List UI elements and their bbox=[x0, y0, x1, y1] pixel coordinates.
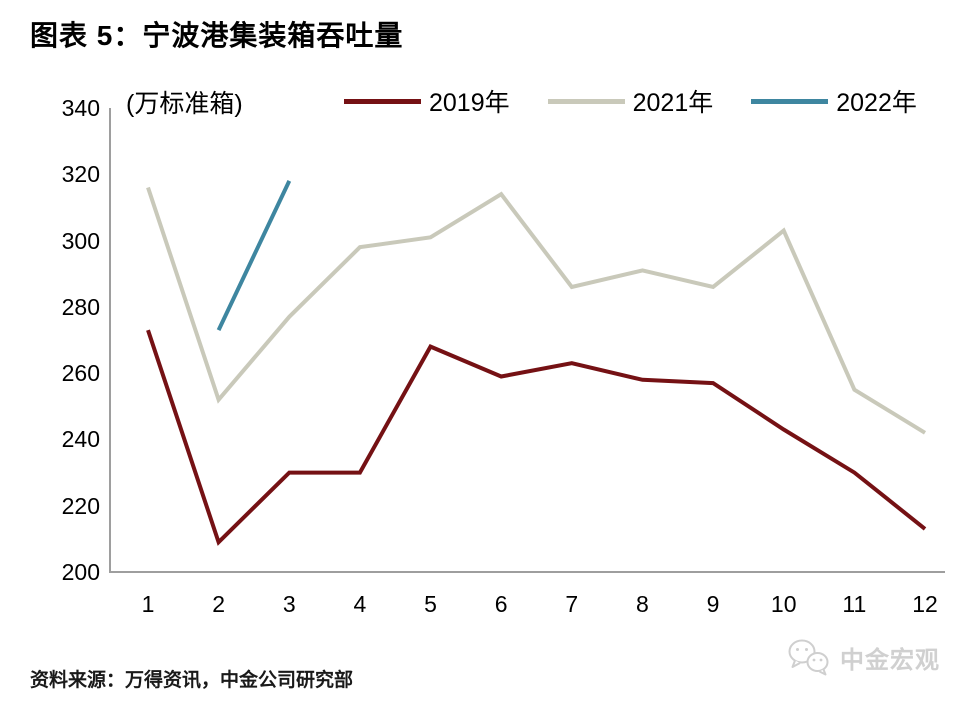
legend-swatch-2019 bbox=[344, 98, 421, 104]
legend-label-2019: 2019年 bbox=[429, 89, 510, 117]
legend-item-2019: 2019年 bbox=[344, 83, 510, 119]
x-tick-label: 12 bbox=[912, 591, 938, 617]
legend: 2019年 2021年 2022年 bbox=[344, 83, 917, 119]
x-tick-label: 8 bbox=[636, 591, 649, 617]
y-tick-label: 320 bbox=[61, 161, 100, 188]
x-tick-label: 3 bbox=[282, 591, 296, 617]
x-tick-label: 6 bbox=[494, 591, 508, 617]
x-tick-label: 10 bbox=[770, 591, 797, 617]
y-tick-label: 280 bbox=[61, 293, 100, 320]
wechat-icon bbox=[788, 639, 829, 676]
legend-swatch-2022 bbox=[751, 98, 829, 104]
series-line-2021年 bbox=[146, 186, 927, 435]
y-tick-label: 300 bbox=[61, 227, 100, 254]
x-tick-label: 5 bbox=[424, 591, 437, 617]
page-title: 图表 5：宁波港集装箱吞吐量 bbox=[30, 20, 404, 51]
y-tick-label: 200 bbox=[61, 559, 100, 585]
legend-item-2022: 2022年 bbox=[751, 83, 917, 119]
axis-lines bbox=[109, 108, 945, 573]
x-tick-label: 4 bbox=[353, 591, 367, 617]
source-note: 资料来源：万得资讯，中金公司研究部 bbox=[30, 670, 354, 691]
legend-swatch-2021 bbox=[547, 98, 625, 104]
y-axis-unit-label: (万标准箱) bbox=[126, 90, 243, 118]
legend-item-2021: 2021年 bbox=[547, 83, 714, 119]
legend-label-2022: 2022年 bbox=[836, 89, 917, 117]
x-tick-label: 1 bbox=[141, 591, 155, 617]
y-tick-label: 220 bbox=[61, 492, 100, 519]
series-line-2022年 bbox=[216, 180, 292, 331]
y-tick-label: 240 bbox=[61, 426, 100, 453]
y-tick-label: 340 bbox=[61, 95, 100, 121]
y-tick-label: 260 bbox=[61, 360, 100, 387]
legend-label-2021: 2021年 bbox=[632, 89, 714, 117]
x-tick-label: 2 bbox=[212, 591, 226, 617]
watermark-label: 中金宏观 bbox=[840, 646, 940, 674]
series-line-2019年 bbox=[146, 329, 927, 546]
x-tick-label: 9 bbox=[706, 591, 720, 617]
x-tick-label: 7 bbox=[565, 591, 579, 617]
watermark: 中金宏观 bbox=[786, 638, 940, 676]
x-tick-label: 11 bbox=[842, 591, 867, 617]
